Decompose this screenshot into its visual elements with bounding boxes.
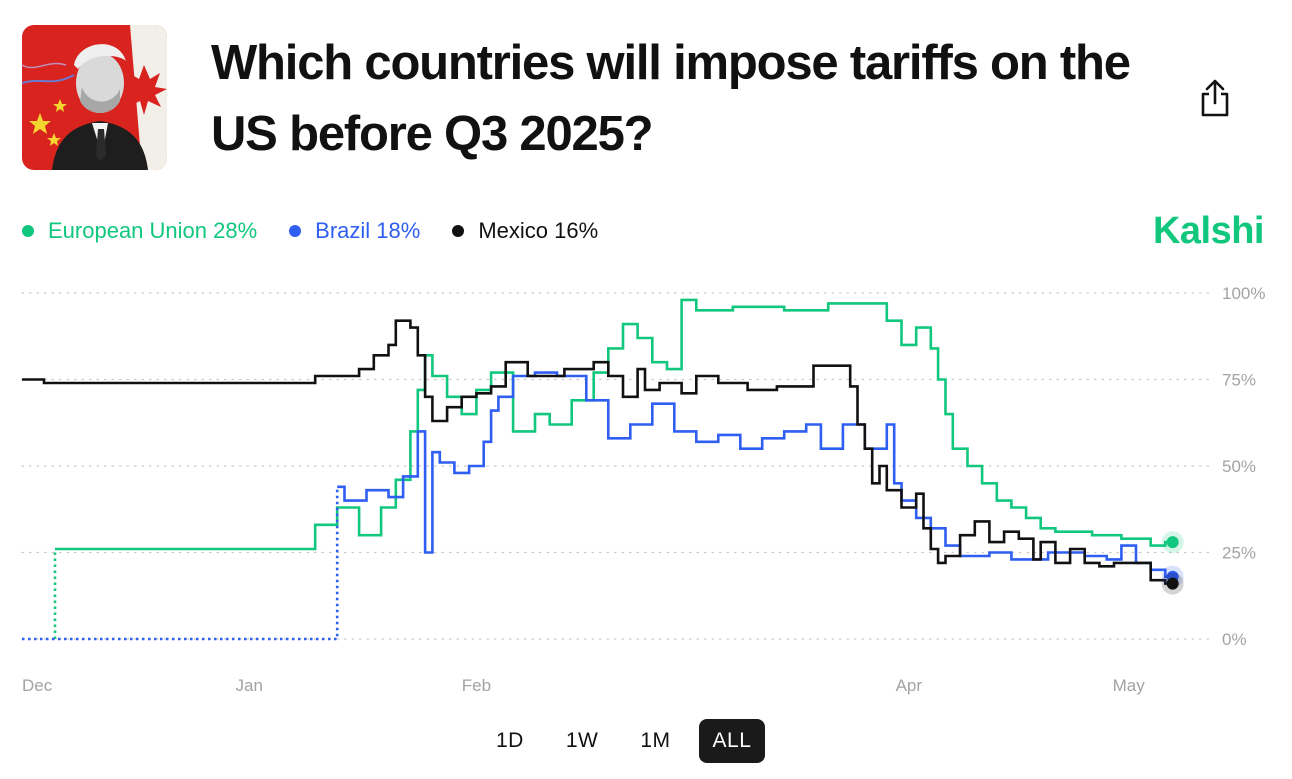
share-icon[interactable] xyxy=(1196,78,1234,118)
price-history-chart: 100% 75% 50% 25% 0% Dec Jan Feb Apr May xyxy=(21,284,1265,695)
y-tick-label-0: 0% xyxy=(1222,630,1247,649)
x-tick-label-feb: Feb xyxy=(462,676,491,695)
market-title: Which countries will impose tariffs on t… xyxy=(211,36,1131,161)
y-tick-label-50: 50% xyxy=(1222,457,1256,476)
legend-dot-brazil xyxy=(289,225,302,237)
time-range-selector: 1D 1W 1M ALL xyxy=(482,719,766,763)
legend-item-brazil[interactable]: Brazil 18% xyxy=(289,218,420,244)
x-tick-label-apr: Apr xyxy=(896,676,923,695)
x-tick-label-jan: Jan xyxy=(235,676,262,695)
legend-dot-european-union xyxy=(22,225,34,237)
end-marker-european-union xyxy=(1166,536,1179,549)
y-tick-label-25: 25% xyxy=(1222,544,1256,563)
legend-label-european-union: European Union 28% xyxy=(48,218,258,243)
chart-grid: 100% 75% 50% 25% 0% xyxy=(21,284,1265,649)
end-marker-mexico xyxy=(1166,577,1179,590)
y-tick-label-100: 100% xyxy=(1222,284,1265,303)
y-tick-label-75: 75% xyxy=(1222,371,1256,390)
market-thumbnail-image xyxy=(22,25,167,170)
share-button[interactable] xyxy=(1196,78,1234,118)
range-all-button[interactable]: ALL xyxy=(698,719,766,763)
range-1w-button[interactable]: 1W xyxy=(552,719,613,763)
legend-item-mexico[interactable]: Mexico 16% xyxy=(452,218,598,244)
range-1m-button[interactable]: 1M xyxy=(626,719,684,763)
chart-legend: European Union 28% Brazil 18% Mexico 16% xyxy=(22,216,598,246)
x-axis: Dec Jan Feb Apr May xyxy=(22,676,1145,695)
legend-dot-mexico xyxy=(452,225,465,237)
x-tick-label-dec: Dec xyxy=(22,676,53,695)
legend-label-mexico: Mexico 16% xyxy=(478,218,599,243)
series-european-union-line xyxy=(55,298,1173,551)
x-tick-label-may: May xyxy=(1113,676,1146,695)
market-thumbnail xyxy=(22,25,167,170)
series-brazil-dotted xyxy=(22,486,339,641)
series-brazil-line xyxy=(337,371,1173,578)
chart-series xyxy=(22,298,1173,641)
kalshi-logo: Kalshi xyxy=(1152,210,1265,252)
series-mexico-line xyxy=(22,319,1173,585)
legend-item-european-union[interactable]: European Union 28% xyxy=(22,218,257,244)
chart-end-markers xyxy=(1161,531,1184,595)
range-1d-button[interactable]: 1D xyxy=(482,719,538,763)
legend-label-brazil: Brazil 18% xyxy=(315,218,421,243)
